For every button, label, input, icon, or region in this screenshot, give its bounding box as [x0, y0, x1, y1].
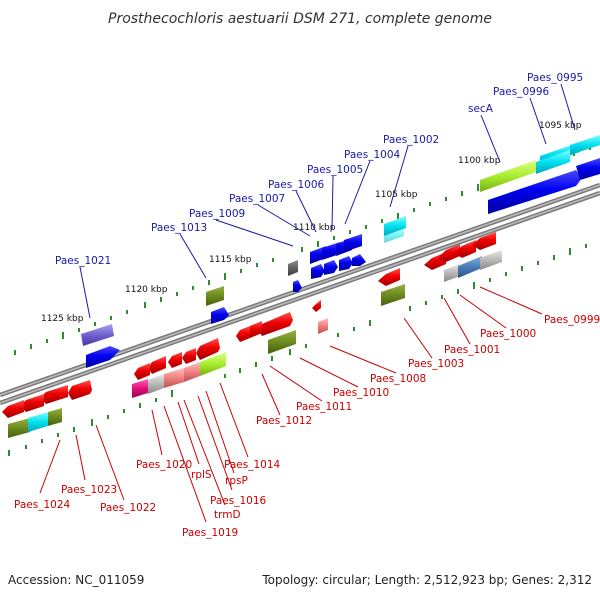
- gene-red-15: [20, 394, 44, 412]
- gene-label-paes-1003: Paes_1003: [408, 358, 464, 370]
- accession-text: Accession: NC_011059: [8, 573, 145, 587]
- gene-red-12: [134, 363, 150, 380]
- top-leader-lines: [79, 83, 576, 319]
- gene-paes-1010: [268, 330, 296, 354]
- gene-red-4: [472, 232, 496, 250]
- gene-paes-1019: [148, 374, 164, 394]
- gene-label-paes-1024: Paes_1024: [14, 499, 71, 511]
- gene-label-paes-1014: Paes_1014: [224, 459, 281, 471]
- gene-label-paes-0995: Paes_0995: [527, 72, 583, 84]
- gene-label-paes-1013: Paes_1013: [151, 222, 207, 234]
- gene-red-3: [454, 240, 476, 258]
- gene-blue-3: [211, 307, 229, 324]
- gene-red-8: [196, 338, 220, 360]
- gene-paes-1000: [458, 256, 482, 278]
- kbp-label: 1105 kbp: [375, 190, 418, 200]
- gene-red-5: [258, 312, 293, 336]
- gene-label-paes-1010: Paes_1010: [333, 387, 389, 399]
- gene-label-paes-1005: Paes_1005: [307, 164, 363, 176]
- kbp-label: 1115 kbp: [209, 255, 252, 265]
- kbp-label: 1120 kbp: [125, 285, 168, 295]
- gene-blue-small-4: [352, 254, 366, 266]
- gene-red-11: [148, 356, 166, 374]
- gene-label-paes-1002: Paes_1002: [383, 134, 439, 146]
- gene-label-paes-1011: Paes_1011: [296, 401, 352, 413]
- forward-strand-genes: [81, 135, 600, 368]
- gene-label-paes-1001: Paes_1001: [444, 344, 500, 356]
- top-gene-labels: Paes_0995 Paes_0996 secA Paes_1002 Paes_…: [55, 72, 583, 267]
- gene-paes-1021: [81, 324, 114, 346]
- kbp-label: 1095 kbp: [539, 121, 582, 131]
- kbp-label: 1100 kbp: [458, 156, 501, 166]
- gene-red-14: [40, 385, 68, 404]
- gene-red-9: [182, 348, 196, 364]
- gene-label-paes-1006: Paes_1006: [268, 179, 325, 191]
- gene-paes-1014: [200, 352, 226, 376]
- gene-blue-arrow: [293, 280, 302, 292]
- gene-blue-1: [488, 170, 582, 214]
- gene-red-2: [438, 244, 460, 262]
- gene-paes-1020: [132, 379, 148, 398]
- gene-label-paes-1007: Paes_1007: [229, 193, 285, 205]
- gene-label-paes-1012: Paes_1012: [256, 415, 312, 427]
- gene-olive-1: [206, 286, 224, 306]
- gene-label-rpsp: rpsP: [225, 475, 248, 487]
- gene-red-13: [68, 380, 92, 400]
- scale-ticks-upper: [14, 145, 591, 355]
- gene-label-paes-1022: Paes_1022: [100, 502, 156, 514]
- gene-paes-1008: [318, 318, 328, 334]
- map-title: Prosthecochloris aestuarii DSM 271, comp…: [108, 11, 492, 27]
- gene-paes-1024: [8, 418, 30, 438]
- gene-label-paes-1000: Paes_1000: [480, 328, 536, 340]
- gene-rpsp: [184, 362, 200, 382]
- gene-label-paes-1021: Paes_1021: [55, 255, 111, 267]
- kbp-label: 1125 kbp: [41, 314, 84, 324]
- gene-label-paes-0996: Paes_0996: [493, 86, 550, 98]
- gene-paes-1003: [381, 284, 405, 306]
- gene-label-paes-1008: Paes_1008: [370, 373, 426, 385]
- gene-label-paes-1020: Paes_1020: [136, 459, 192, 471]
- gene-paes-1002: [384, 216, 406, 236]
- gene-paes-1007: [322, 242, 340, 260]
- scale-ticks-lower: [8, 244, 587, 456]
- gene-label-paes-1009: Paes_1009: [189, 208, 245, 220]
- gene-blue-4: [86, 346, 120, 368]
- gene-blue-2: [576, 158, 600, 180]
- gene-paes-0995b: [570, 135, 600, 155]
- gene-label-seca: secA: [468, 103, 494, 115]
- reverse-strand-genes: [2, 232, 502, 438]
- gene-label-paes-1016: Paes_1016: [210, 495, 267, 507]
- gene-label-trmd: trmD: [214, 509, 241, 521]
- gene-label-paes-0999: Paes_0999: [544, 314, 600, 326]
- gene-paes-0996: [536, 150, 570, 174]
- gene-paes-0999: [444, 264, 460, 282]
- gene-label-paes-1023: Paes_1023: [61, 484, 117, 496]
- gene-blue-small-1: [311, 264, 325, 279]
- gene-label-paes-1004: Paes_1004: [344, 149, 401, 161]
- gene-paes-1013: [288, 260, 298, 276]
- topology-text: Topology: circular; Length: 2,512,923 bp…: [262, 573, 592, 587]
- gene-blue-small-3: [339, 256, 353, 271]
- genome-backbone: [0, 182, 600, 406]
- gene-trmd: [164, 368, 184, 388]
- gene-red-16: [2, 400, 24, 418]
- gene-red-7: [236, 326, 250, 342]
- gene-label-paes-1019: Paes_1019: [182, 527, 238, 539]
- gene-red-1003: [378, 268, 400, 286]
- gene-label-rpls: rplS: [191, 469, 212, 481]
- gene-red-small: [312, 300, 321, 312]
- bottom-gene-labels: Paes_0999 Paes_1000 Paes_1001 Paes_1003 …: [14, 314, 600, 539]
- gene-seca: [480, 160, 536, 192]
- gene-paes-1023: [28, 412, 48, 432]
- gene-paes-1002-b: [384, 229, 404, 243]
- gene-blue-small-2: [324, 260, 338, 275]
- gene-paes-1005: [344, 234, 362, 252]
- gene-paes-1022: [48, 408, 62, 426]
- gene-paes-1001: [480, 250, 502, 270]
- gene-red-10: [168, 352, 182, 368]
- bottom-leader-lines: [39, 286, 543, 523]
